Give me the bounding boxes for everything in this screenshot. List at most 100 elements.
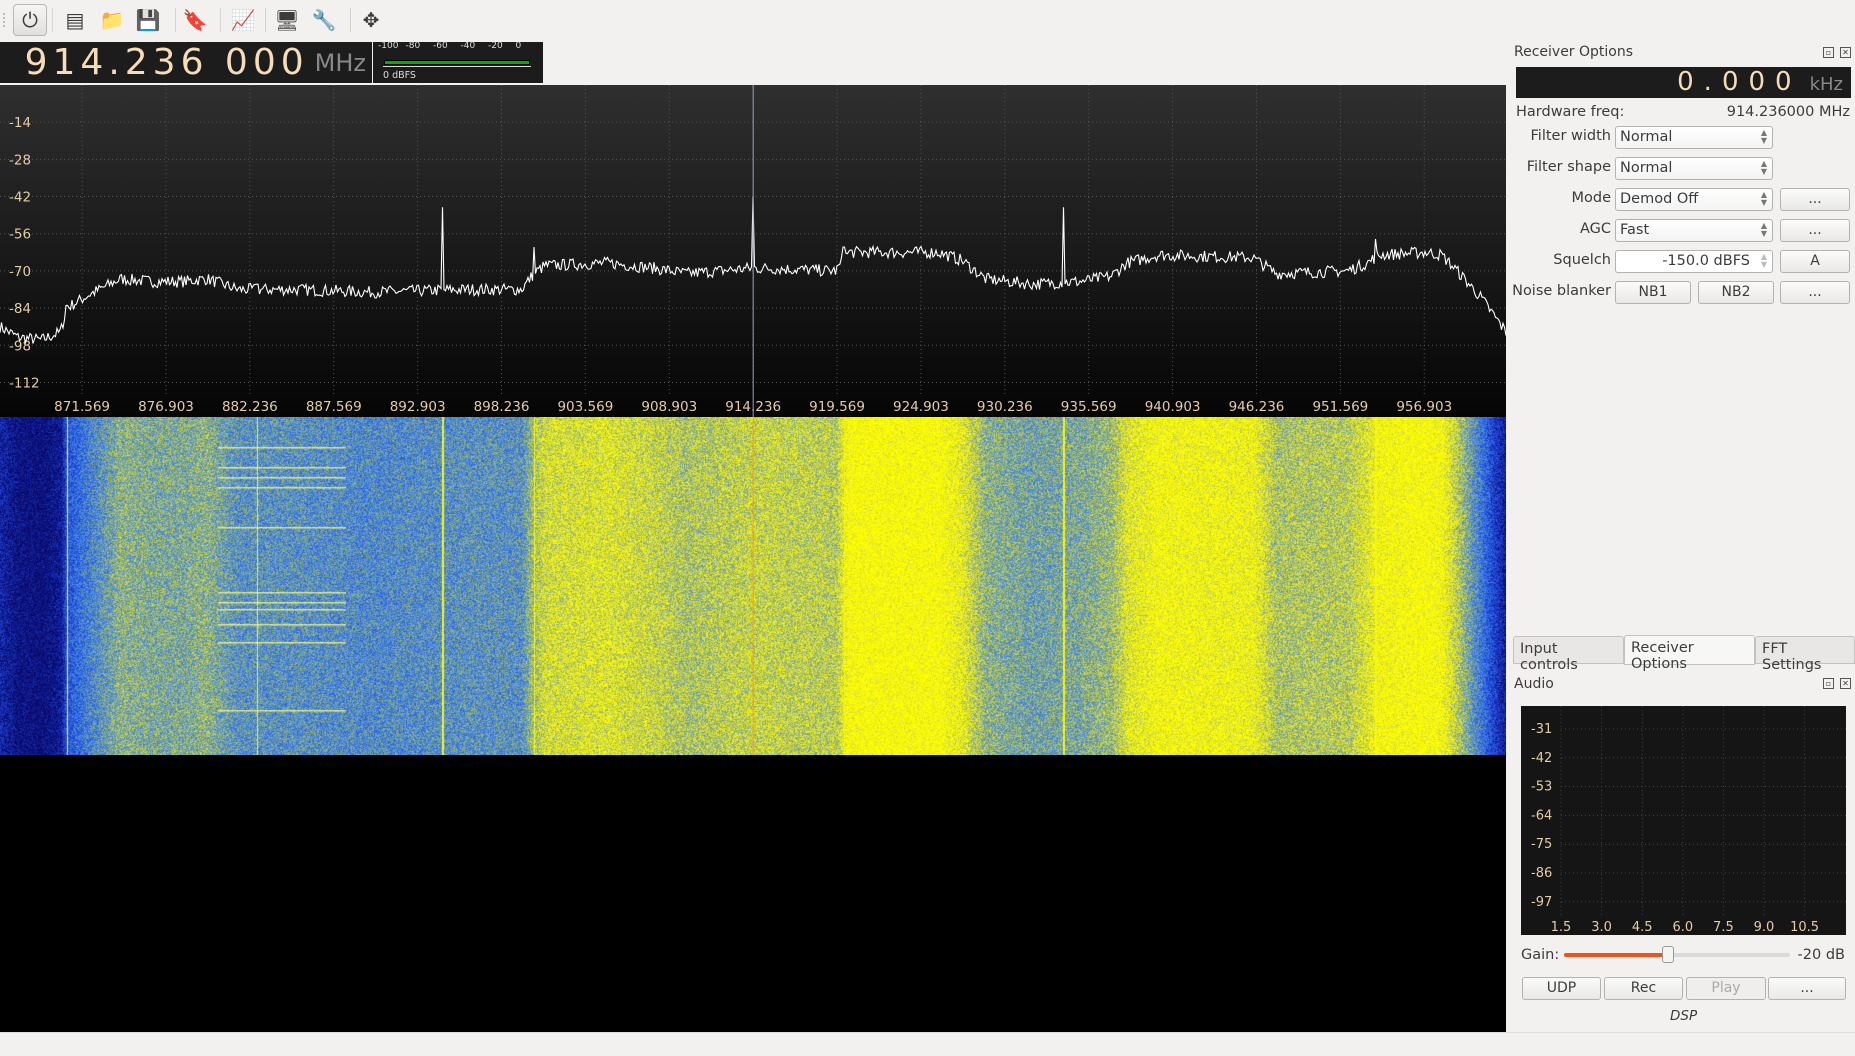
filter-shape-select[interactable]: Normal ▲ ▼: [1615, 157, 1773, 180]
signal-meter: -100 -80 -60 -40 -20 0 0 dBFS: [373, 42, 543, 83]
waterfall-empty-area: [0, 755, 1506, 1032]
agc-select[interactable]: Fast ▲ ▼: [1615, 219, 1773, 242]
dsp-label: DSP: [1670, 1008, 1697, 1024]
audio-options-button[interactable]: ...: [1768, 977, 1846, 1000]
y-tick-label: -56: [9, 227, 31, 243]
squelch-label: Squelch: [1481, 252, 1611, 268]
audio-plot-background: [1521, 706, 1846, 935]
spin-arrows-icon: ▲ ▼: [1761, 129, 1767, 145]
audio-x-tick-label: 10.5: [1790, 920, 1819, 935]
float-panel-icon[interactable]: ▫: [1823, 678, 1834, 689]
audio-title: Audio: [1514, 676, 1554, 692]
meter-tick-label: 0: [516, 41, 522, 51]
spectrum-plot[interactable]: 871.569 876.903 882.236 887.569 892.903 898.2…: [0, 85, 1506, 417]
gain-slider-handle[interactable]: [1662, 946, 1674, 963]
x-tick-label: 887.569: [306, 399, 362, 415]
filter-shape-label: Filter shape: [1481, 159, 1611, 175]
agc-label: AGC: [1481, 221, 1611, 237]
mode-select[interactable]: Demod Off ▲ ▼: [1615, 188, 1773, 211]
save-icon[interactable]: 💾: [131, 4, 165, 36]
toolbar-separator: [265, 8, 266, 32]
network-remote-icon[interactable]: 🖥: [270, 4, 304, 36]
waterfall[interactable]: [0, 417, 1506, 755]
gain-slider-fill: [1564, 953, 1668, 957]
audio-spectrum-plot: -31 -42 -53 -64 -75 -86 -97 1.5 3.0 4.5 6.0 7.5 9.0 1…: [1521, 706, 1846, 935]
audio-x-tick-label: 6.0: [1672, 920, 1693, 935]
close-panel-icon[interactable]: ✕: [1840, 47, 1851, 58]
close-panel-icon[interactable]: ✕: [1840, 678, 1851, 689]
tab-input-controls[interactable]: Input controls: [1513, 636, 1624, 664]
hardware-device-icon[interactable]: ▤: [58, 4, 92, 36]
offset-value: 0.000: [1677, 67, 1801, 97]
audio-y-tick-label: -53: [1531, 780, 1552, 795]
x-tick-label: 876.903: [138, 399, 194, 415]
toolbar-separator: [350, 8, 351, 32]
receiver-options-title: Receiver Options: [1514, 44, 1633, 60]
x-tick-label: 956.903: [1396, 399, 1452, 415]
record-button[interactable]: Rec: [1604, 977, 1683, 1000]
frequency-display[interactable]: 914.236 000 MHz: [0, 42, 372, 83]
squelch-spinbox[interactable]: -150.0 dBFS ▲ ▼: [1615, 250, 1773, 273]
status-bar: [0, 1032, 1855, 1056]
meter-tick-label: -80: [406, 41, 421, 51]
agc-options-button[interactable]: ...: [1780, 219, 1850, 242]
y-tick-label: -14: [9, 115, 31, 131]
float-panel-icon[interactable]: ▫: [1823, 47, 1834, 58]
toolbar: ⏻ ▤ 📁 💾 🔖 📈 🖥 🔧 ✥: [0, 0, 1855, 40]
filter-width-label: Filter width: [1481, 128, 1611, 144]
gain-slider[interactable]: [1564, 953, 1790, 957]
audio-x-tick-label: 1.5: [1551, 920, 1572, 935]
mode-options-button[interactable]: ...: [1780, 188, 1850, 211]
squelch-auto-button[interactable]: A: [1780, 250, 1850, 273]
agc-value: Fast: [1620, 222, 1649, 238]
frequency-value: 914.236 000: [25, 42, 309, 83]
audio-y-tick-label: -42: [1531, 751, 1552, 766]
x-tick-label: 940.903: [1145, 399, 1201, 415]
spin-arrows-icon[interactable]: ▲ ▼: [1761, 253, 1767, 269]
power-icon[interactable]: ⏻: [13, 4, 47, 36]
audio-x-tick-label: 4.5: [1632, 920, 1653, 935]
x-tick-label: 919.569: [809, 399, 865, 415]
play-button[interactable]: Play: [1686, 977, 1766, 1000]
x-tick-label: 903.569: [557, 399, 613, 415]
frequency-unit: MHz: [315, 49, 366, 77]
x-tick-label: 951.569: [1312, 399, 1368, 415]
x-tick-label: 871.569: [54, 399, 110, 415]
filter-shape-value: Normal: [1620, 160, 1672, 176]
settings-tools-icon[interactable]: 🔧: [307, 4, 341, 36]
tab-fft-settings[interactable]: FFT Settings: [1755, 636, 1855, 664]
audio-y-tick-label: -86: [1531, 866, 1552, 881]
bookmark-icon[interactable]: 🔖: [178, 4, 212, 36]
audio-y-tick-label: -75: [1531, 837, 1552, 852]
x-tick-label: 924.903: [893, 399, 949, 415]
audio-y-tick-label: -64: [1531, 808, 1552, 823]
filter-width-select[interactable]: Normal ▲ ▼: [1615, 126, 1773, 149]
spin-arrows-icon: ▲ ▼: [1761, 160, 1767, 176]
audio-x-tick-label: 9.0: [1754, 920, 1775, 935]
tab-receiver-options[interactable]: Receiver Options: [1624, 635, 1755, 665]
gain-label: Gain:: [1521, 947, 1559, 963]
gain-value: -20 dB: [1798, 947, 1845, 963]
noise-blanker-options-button[interactable]: ...: [1780, 281, 1850, 304]
toolbar-separator: [52, 8, 53, 32]
hardware-freq-value: 914.236000 MHz: [1727, 104, 1850, 120]
fit-view-icon[interactable]: ✥: [354, 4, 388, 36]
udp-button[interactable]: UDP: [1522, 977, 1601, 1000]
meter-tick-label: -20: [488, 41, 503, 51]
meter-readout: 0 dBFS: [383, 70, 416, 81]
nb1-button[interactable]: NB1: [1615, 281, 1691, 304]
toolbar-separator: [220, 8, 221, 32]
nb2-button[interactable]: NB2: [1698, 281, 1774, 304]
open-folder-icon[interactable]: 📁: [95, 4, 129, 36]
audio-x-tick-label: 7.5: [1713, 920, 1734, 935]
toolbar-grip[interactable]: [3, 13, 7, 27]
y-tick-label: -112: [9, 375, 40, 391]
x-tick-label: 898.236: [474, 399, 530, 415]
spin-arrows-icon: ▲ ▼: [1761, 222, 1767, 238]
audio-y-tick-label: -31: [1531, 722, 1552, 737]
offset-unit: kHz: [1810, 74, 1843, 95]
offset-frequency-display[interactable]: 0.000 kHz: [1516, 67, 1851, 98]
x-tick-label: 930.236: [977, 399, 1033, 415]
mode-label: Mode: [1481, 190, 1611, 206]
fft-monitor-icon[interactable]: 📈: [226, 4, 260, 36]
